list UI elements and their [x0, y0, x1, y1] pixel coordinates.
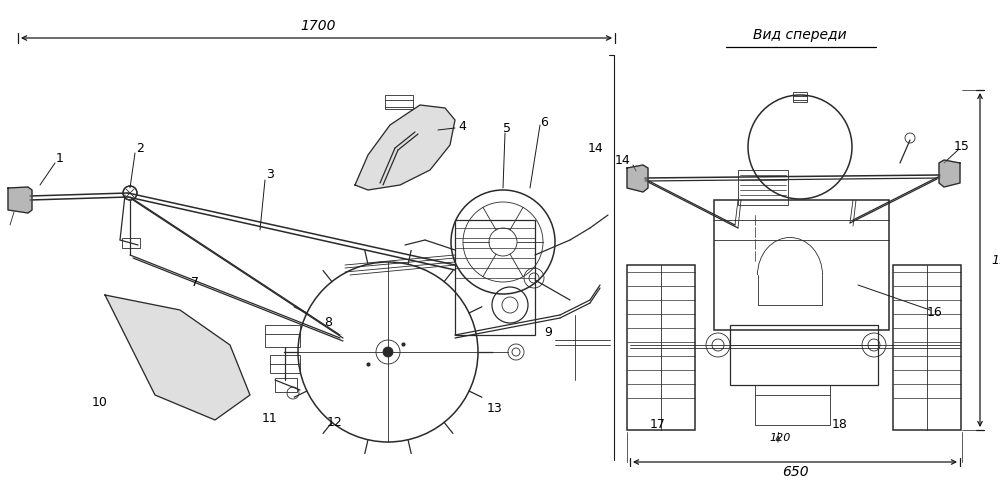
Bar — [122, 238, 140, 248]
Text: 120: 120 — [769, 433, 791, 443]
Text: 7: 7 — [191, 277, 199, 290]
Polygon shape — [627, 165, 648, 192]
Bar — [275, 378, 297, 392]
Polygon shape — [355, 105, 455, 190]
Bar — [265, 325, 300, 347]
Text: 650: 650 — [782, 465, 808, 479]
Text: 5: 5 — [503, 121, 511, 135]
Bar — [385, 95, 413, 109]
Bar — [627, 265, 695, 430]
Text: 1700: 1700 — [300, 19, 336, 33]
Polygon shape — [105, 295, 250, 420]
Bar — [893, 265, 961, 430]
Bar — [714, 200, 889, 330]
Text: 11: 11 — [262, 411, 278, 425]
Bar — [755, 385, 830, 425]
Text: 12: 12 — [327, 415, 343, 429]
Bar — [738, 170, 788, 205]
Text: 9: 9 — [544, 327, 552, 340]
Polygon shape — [939, 160, 960, 187]
Text: 14: 14 — [588, 142, 604, 154]
Text: 14: 14 — [614, 153, 630, 166]
Polygon shape — [8, 187, 32, 213]
Text: 15: 15 — [954, 141, 970, 153]
Text: 13: 13 — [487, 401, 503, 414]
Circle shape — [383, 347, 393, 357]
Text: Вид спереди: Вид спереди — [753, 28, 847, 42]
Bar — [730, 325, 878, 385]
Text: 18: 18 — [832, 418, 848, 432]
Text: 17: 17 — [650, 418, 666, 432]
Text: 1100: 1100 — [991, 253, 1000, 266]
Text: 3: 3 — [266, 168, 274, 182]
Bar — [793, 92, 807, 102]
Text: 1: 1 — [56, 151, 64, 164]
Text: 6: 6 — [540, 115, 548, 129]
Text: 4: 4 — [458, 119, 466, 133]
Text: 2: 2 — [136, 142, 144, 154]
Text: 16: 16 — [927, 306, 943, 319]
Text: 10: 10 — [92, 396, 108, 409]
Text: 8: 8 — [324, 315, 332, 329]
Bar — [270, 355, 300, 373]
Bar — [455, 220, 535, 335]
